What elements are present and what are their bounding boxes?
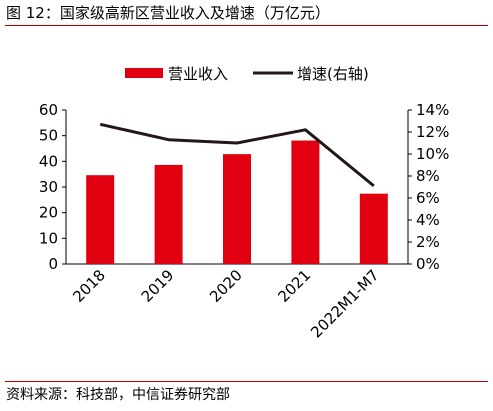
legend: 营业收入 增速(右轴) bbox=[125, 65, 369, 83]
title-rule bbox=[5, 25, 488, 26]
left-tick-label: 40 bbox=[39, 152, 58, 170]
chart-title: 图 12：国家级高新区营业收入及增速（万亿元） bbox=[6, 4, 330, 22]
right-tick-label: 0% bbox=[416, 255, 440, 273]
left-tick-label: 50 bbox=[39, 127, 58, 145]
revenue-bar bbox=[223, 154, 251, 264]
growth-line bbox=[99, 122, 375, 188]
revenue-bar bbox=[86, 175, 115, 264]
axes: 0 10 20 30 40 50 60 0% 2% 4% 6% 8% 10% 12% 14% bbox=[39, 101, 449, 273]
x-tick-label: 2020 bbox=[206, 266, 246, 306]
right-tick-label: 4% bbox=[416, 211, 440, 229]
bars bbox=[86, 140, 388, 264]
source-rule bbox=[5, 381, 488, 382]
right-tick-label: 10% bbox=[416, 145, 449, 163]
left-tick-label: 10 bbox=[39, 229, 58, 247]
left-tick-label: 30 bbox=[39, 178, 58, 196]
right-tick-label: 14% bbox=[416, 101, 449, 119]
legend-bar-label: 营业收入 bbox=[168, 65, 228, 83]
right-tick-label: 2% bbox=[416, 233, 440, 251]
legend-bar-swatch bbox=[125, 68, 163, 78]
revenue-bar bbox=[291, 140, 320, 264]
revenue-bar bbox=[359, 193, 388, 264]
revenue-bar bbox=[154, 164, 183, 264]
legend-line-label: 增速(右轴) bbox=[297, 65, 369, 83]
x-tick-label: 2018 bbox=[69, 266, 109, 306]
left-tick-label: 0 bbox=[48, 255, 58, 273]
right-tick-label: 6% bbox=[416, 189, 440, 207]
right-tick-label: 8% bbox=[416, 167, 440, 185]
right-tick-label: 12% bbox=[416, 123, 449, 141]
x-tick-label: 2022M1-M7 bbox=[307, 266, 382, 341]
left-tick-label: 60 bbox=[39, 101, 58, 119]
x-tick-label: 2021 bbox=[274, 266, 314, 306]
x-tick-label: 2019 bbox=[138, 266, 178, 306]
left-tick-label: 20 bbox=[39, 204, 58, 222]
source-note: 资料来源：科技部，中信证券研究部 bbox=[6, 387, 230, 403]
